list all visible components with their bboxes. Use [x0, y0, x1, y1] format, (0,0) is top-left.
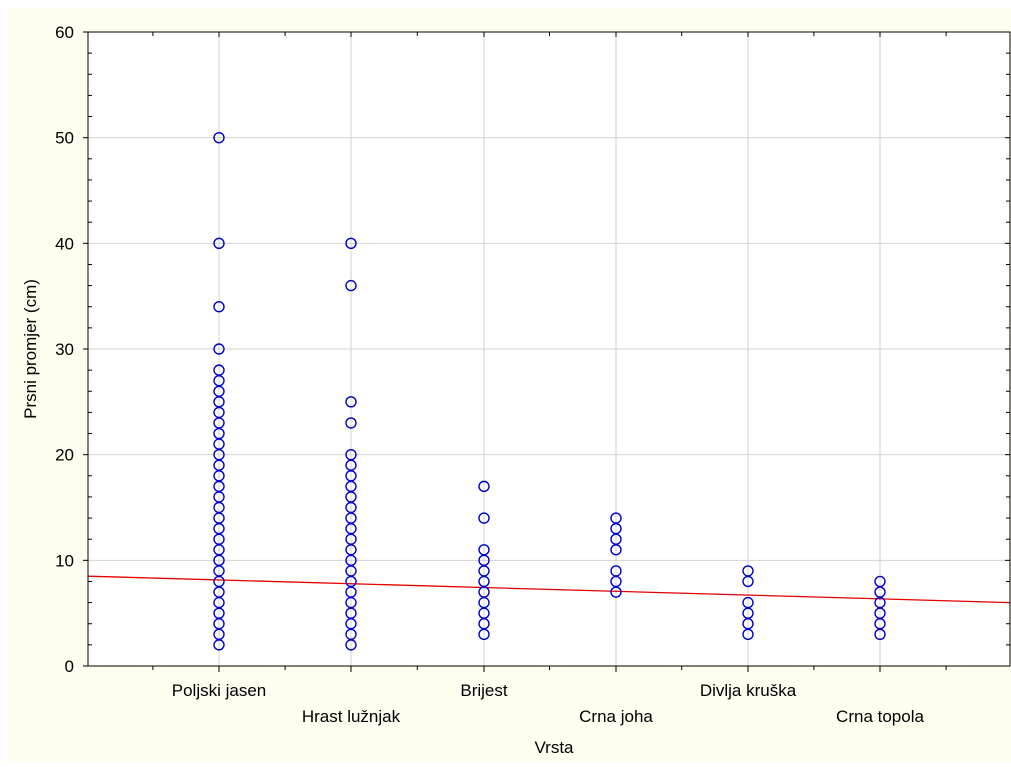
y-tick-label: 0 — [65, 657, 74, 676]
data-point — [345, 448, 357, 461]
axes — [83, 31, 1011, 672]
data-point — [213, 364, 225, 376]
data-point — [213, 131, 225, 144]
data-point — [874, 575, 886, 588]
plot-frame — [87, 31, 1011, 667]
x-tick-label: Poljski jasen — [172, 681, 267, 700]
x-tick-label: Hrast lužnjak — [302, 707, 401, 726]
y-tick-label: 10 — [55, 551, 74, 570]
y-tick-label: 20 — [55, 446, 74, 465]
y-tick-label: 40 — [55, 234, 74, 253]
data-point — [478, 480, 490, 493]
data-point — [345, 396, 357, 408]
data-point — [610, 565, 622, 577]
data-point — [345, 417, 357, 429]
data-point — [742, 596, 754, 609]
x-tick-label: Crna topola — [836, 707, 924, 726]
data-point — [345, 237, 357, 250]
x-tick-label: Divlja kruška — [700, 681, 797, 700]
data-point — [213, 343, 225, 355]
data-point — [742, 565, 754, 577]
data-point — [213, 301, 225, 313]
trend-layer — [87, 575, 1011, 604]
data-points — [213, 131, 886, 651]
x-tick-label: Brijest — [460, 681, 508, 700]
data-point — [610, 512, 622, 524]
data-point — [345, 279, 357, 292]
x-axis-label: Vrsta — [534, 738, 574, 757]
y-tick-labels: 0 10 20 30 40 50 60 — [55, 23, 74, 676]
y-tick-label: 50 — [55, 129, 74, 148]
x-tick-labels: Poljski jasen Hrast lužnjak Brijest Crna jo… — [172, 681, 925, 726]
y-tick-label: 30 — [55, 340, 74, 359]
minor-ticks — [88, 32, 1010, 670]
trend-line — [87, 575, 1011, 604]
data-point — [213, 237, 225, 250]
x-tick-label: Crna joha — [579, 707, 653, 726]
y-tick-label: 60 — [55, 23, 74, 42]
y-axis-label: Prsni promjer (cm) — [21, 279, 40, 419]
data-point — [478, 512, 490, 524]
data-point — [478, 544, 490, 556]
